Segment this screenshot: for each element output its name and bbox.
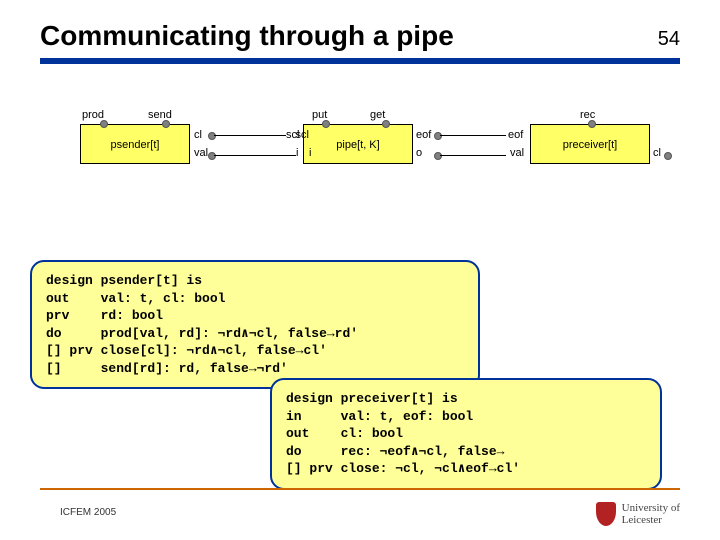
preceiver-port-eof: eof [508, 130, 523, 141]
node-psender-label: psender[t] [111, 139, 160, 151]
edge [214, 135, 286, 136]
title-rule [40, 58, 680, 64]
codebox-preceiver: design preceiver[t] is in val: t, eof: b… [270, 378, 662, 490]
pipe-port-i: i [309, 148, 311, 159]
dot [588, 120, 596, 128]
dot [208, 132, 216, 140]
psender-port-cl: cl [194, 130, 202, 141]
dot [382, 120, 390, 128]
dot [322, 120, 330, 128]
dot [434, 152, 442, 160]
footer-text: ICFEM 2005 [60, 507, 116, 518]
shield-icon [596, 502, 616, 526]
edge [440, 155, 506, 156]
psender-top-prod: prod [82, 110, 104, 121]
page-title: Communicating through a pipe [40, 20, 454, 52]
pipe-port-o: o [416, 148, 422, 159]
node-preceiver-label: preceiver[t] [563, 139, 617, 151]
logo-line2: Leicester [622, 514, 680, 526]
dot [434, 132, 442, 140]
psender-top-send: send [148, 110, 172, 121]
pipe-port-scl2: scl [286, 130, 299, 141]
edge [214, 155, 296, 156]
logo-line1: University of [622, 502, 680, 514]
codebox-psender: design psender[t] is out val: t, cl: boo… [30, 260, 480, 389]
pipe-diagram: psender[t] prod send cl val pipe[t, K] p… [40, 94, 680, 214]
node-psender: psender[t] [80, 124, 190, 164]
node-preceiver: preceiver[t] [530, 124, 650, 164]
psender-port-val: val [194, 148, 208, 159]
footer-rule [40, 488, 680, 490]
dot [208, 152, 216, 160]
preceiver-port-val: val [510, 148, 524, 159]
pipe-top-get: get [370, 110, 385, 121]
pipe-port-eof: eof [416, 130, 431, 141]
preceiver-port-cl: cl [653, 148, 661, 159]
dot [100, 120, 108, 128]
page-number: 54 [658, 28, 680, 51]
edge [440, 135, 506, 136]
dot [664, 152, 672, 160]
pipe-port-i2: i [296, 148, 298, 159]
node-pipe: pipe[t, K] [303, 124, 413, 164]
dot [162, 120, 170, 128]
node-pipe-label: pipe[t, K] [336, 139, 379, 151]
university-logo: University of Leicester [596, 502, 680, 526]
